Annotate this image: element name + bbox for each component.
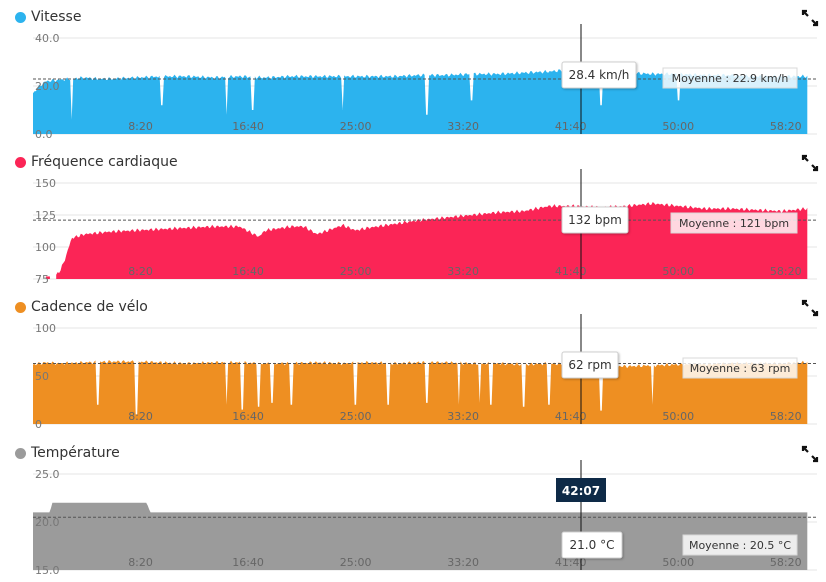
average-box: [682, 534, 798, 556]
heart-rate-chart[interactable]: 150 125 100 75 8:20 16:40 25:00 33:20 41:40 50:00…: [0, 169, 826, 291]
x-tick-label: 16:40: [232, 556, 264, 569]
x-tick-label: 41:40: [555, 410, 587, 423]
y-tick-label: 100: [35, 241, 56, 254]
x-tick-label: 8:20: [128, 120, 153, 133]
time-box: [556, 478, 606, 502]
chart-title: Température: [31, 445, 120, 461]
legend-dot-icon: [15, 302, 26, 313]
tooltip-box: [561, 531, 623, 559]
x-tick-label: 50:00: [662, 556, 694, 569]
x-tick-label: 25:00: [340, 410, 372, 423]
heart-rate-series-fragment: [45, 276, 50, 279]
chart-title: Cadence de vélo: [31, 299, 148, 315]
legend-dot-icon: [15, 448, 26, 459]
average-label: Moyenne : 22.9 km/h: [662, 67, 798, 89]
cursor-value-tooltip: 62 rpm: [561, 351, 619, 379]
y-tick-label: 150: [35, 177, 56, 190]
average-value: Moyenne : 22.9 km/h: [672, 72, 789, 85]
x-tick-label: 16:40: [232, 410, 264, 423]
x-tick-label: 58:20: [770, 120, 802, 133]
cadence-chart[interactable]: 100 50 0 8:20 16:40 25:00 33:20 41:40 50:00 58:20…: [0, 314, 826, 436]
average-box: [662, 67, 798, 89]
x-tick-label: 25:00: [340, 556, 372, 569]
tooltip-box: [561, 351, 619, 379]
speed-header: Vitesse: [0, 0, 826, 28]
x-tick-label: 50:00: [662, 265, 694, 278]
chart-title: Fréquence cardiaque: [31, 154, 178, 170]
average-value: Moyenne : 20.5 °C: [689, 539, 791, 552]
cursor-time: 42:07: [562, 484, 600, 498]
x-tick-label: 33:20: [447, 410, 479, 423]
x-tick-label: 8:20: [128, 556, 153, 569]
cursor-value-tooltip: 21.0 °C: [561, 531, 623, 559]
x-tick-label: 41:40: [555, 265, 587, 278]
cadence-header: Cadence de vélo: [0, 290, 826, 318]
tooltip-box: [561, 61, 637, 89]
x-tick-label: 58:20: [770, 556, 802, 569]
x-tick-label: 16:40: [232, 265, 264, 278]
x-tick-label: 33:20: [447, 556, 479, 569]
average-value: Moyenne : 63 rpm: [690, 362, 791, 375]
y-tick-label: 50: [35, 370, 49, 383]
x-tick-label: 25:00: [340, 120, 372, 133]
temperature-panel: Température 25.0 20.0 15.0 8:20 16:40 25:00 33:…: [0, 436, 826, 581]
y-tick-label: 15.0: [35, 564, 60, 577]
x-tick-label: 16:40: [232, 120, 264, 133]
average-label: Moyenne : 121 bpm: [670, 212, 798, 234]
y-tick-label: 20.0: [35, 516, 60, 529]
expand-icon[interactable]: [800, 8, 820, 28]
heart-rate-header: Fréquence cardiaque: [0, 145, 826, 173]
cursor-value: 21.0 °C: [570, 538, 615, 552]
legend-dot-icon: [15, 12, 26, 23]
expand-icon[interactable]: [800, 153, 820, 173]
speed-chart[interactable]: 40.0 20.0 0.0 8:20 16:40 25:00 33:20 41:40 50:00…: [0, 24, 826, 146]
average-value: Moyenne : 121 bpm: [679, 217, 789, 230]
average-box: [682, 357, 798, 379]
y-tick-label: 100: [35, 322, 56, 335]
average-label: Moyenne : 20.5 °C: [682, 534, 798, 556]
average-box: [670, 212, 798, 234]
y-tick-label: 20.0: [35, 80, 60, 93]
x-tick-label: 33:20: [447, 120, 479, 133]
y-tick-label: 40.0: [35, 32, 60, 45]
x-tick-label: 58:20: [770, 410, 802, 423]
x-tick-label: 8:20: [128, 410, 153, 423]
cursor-value: 28.4 km/h: [569, 68, 630, 82]
x-tick-label: 8:20: [128, 265, 153, 278]
x-tick-label: 50:00: [662, 410, 694, 423]
expand-icon[interactable]: [800, 444, 820, 464]
cursor-value-tooltip: 28.4 km/h: [561, 61, 637, 89]
cadence-panel: Cadence de vélo 100 50 0 8:20 16:40 25:00 33:20…: [0, 290, 826, 435]
x-tick-label: 58:20: [770, 265, 802, 278]
cursor-time-tooltip: 42:07: [556, 478, 606, 502]
temperature-chart[interactable]: 25.020.015.08:20 16:40 25:00 33:20 41:40 50:0…: [0, 460, 826, 582]
y-tick-label: 0: [35, 418, 42, 431]
cursor-value: 62 rpm: [568, 358, 611, 372]
x-tick-label: 41:40: [555, 120, 587, 133]
legend-dot-icon: [15, 157, 26, 168]
y-tick-label: 125: [35, 209, 56, 222]
y-tick-label: 75: [35, 273, 49, 286]
y-tick-label: 0.0: [35, 128, 53, 141]
heart-rate-panel: Fréquence cardiaque 150 125 100 75 8:20 16:40 2…: [0, 145, 826, 290]
tooltip-box: [561, 206, 629, 234]
y-tick-label: 25.0: [35, 468, 60, 481]
average-label: Moyenne : 63 rpm: [682, 357, 798, 379]
chart-title: Vitesse: [31, 9, 82, 25]
x-tick-label: 33:20: [447, 265, 479, 278]
temperature-header: Température: [0, 436, 826, 464]
x-tick-label: 50:00: [662, 120, 694, 133]
expand-icon[interactable]: [800, 298, 820, 318]
speed-panel: Vitesse 40.0 20.0 0.0 8:20 16:40 25:00 33:20 41:…: [0, 0, 826, 145]
cursor-value-tooltip: 132 bpm: [561, 206, 629, 234]
cursor-value: 132 bpm: [568, 213, 622, 227]
x-tick-label: 25:00: [340, 265, 372, 278]
